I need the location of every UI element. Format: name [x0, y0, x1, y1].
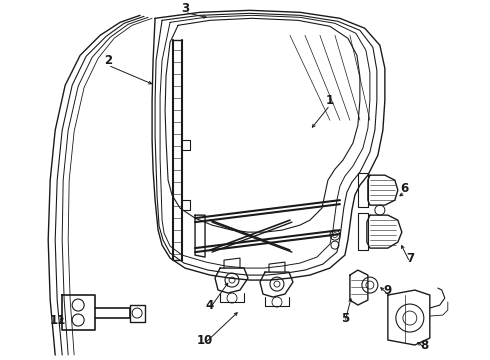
- Text: 5: 5: [341, 311, 349, 324]
- Text: 7: 7: [406, 252, 414, 265]
- Text: 6: 6: [401, 182, 409, 195]
- Text: 8: 8: [421, 338, 429, 351]
- Text: 11: 11: [50, 314, 66, 327]
- Text: 4: 4: [206, 298, 214, 311]
- Text: 3: 3: [181, 2, 189, 15]
- Text: 1: 1: [326, 94, 334, 107]
- Text: 9: 9: [384, 284, 392, 297]
- Text: 2: 2: [104, 54, 112, 67]
- Text: 10: 10: [197, 333, 213, 347]
